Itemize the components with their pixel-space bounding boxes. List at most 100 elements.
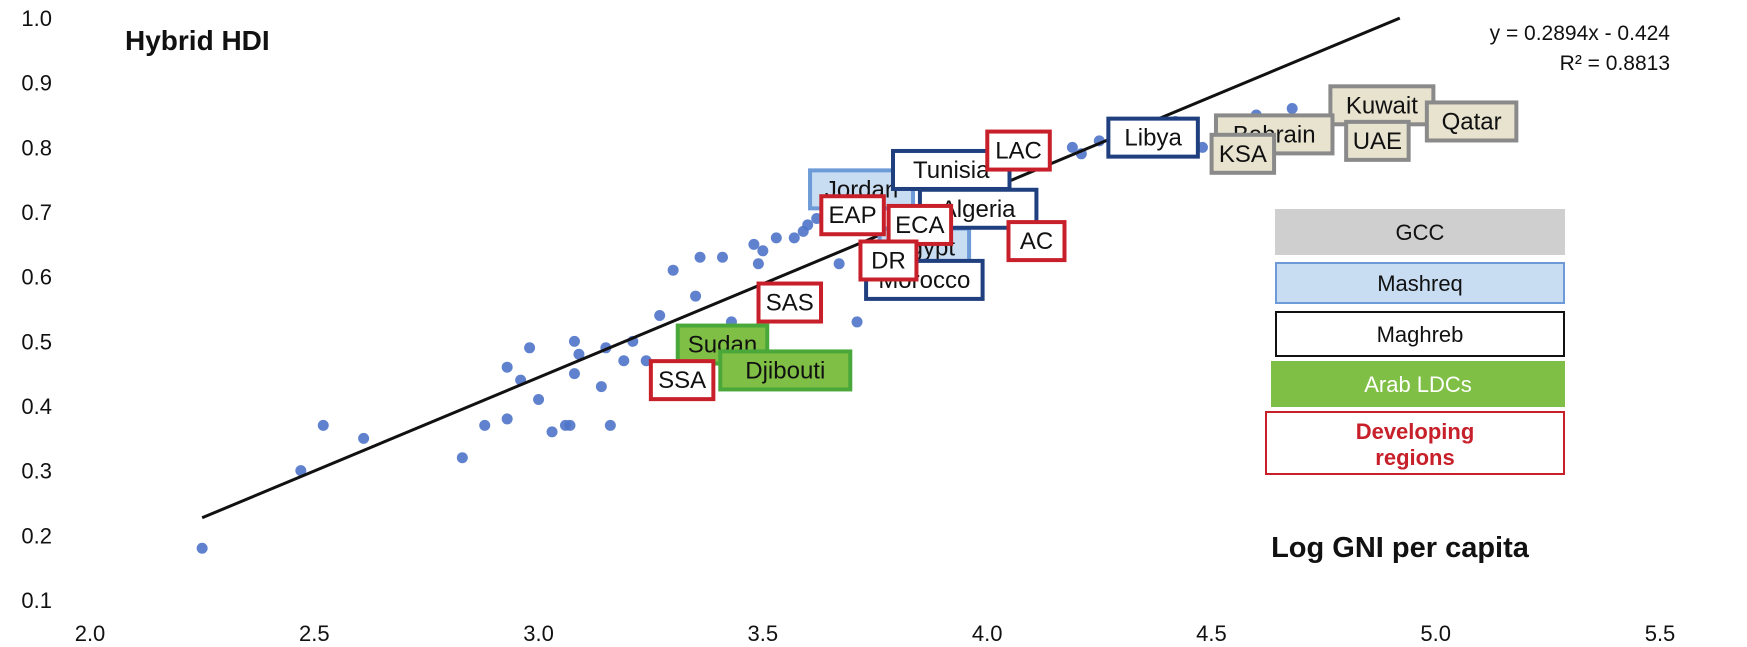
x-axis-ticks: 2.0 2.5 3.0 3.5 4.0 4.5 5.0 5.5	[75, 621, 1676, 646]
legend-label: Arab LDCs	[1364, 372, 1472, 397]
data-point	[1066, 141, 1078, 153]
data-point	[196, 542, 208, 554]
legend-item-maghreb: Maghreb	[1275, 311, 1565, 357]
label-text: EAP	[829, 202, 877, 229]
data-point	[716, 251, 728, 263]
data-point	[524, 342, 536, 354]
trendline-r-squared: R² = 0.8813	[1560, 52, 1670, 75]
label-lac: LAC	[985, 129, 1052, 172]
y-tick-label: 0.1	[21, 588, 52, 613]
data-point	[546, 426, 558, 438]
legend-label: Mashreq	[1377, 271, 1463, 296]
data-point	[456, 452, 468, 464]
data-point	[618, 355, 630, 367]
label-djibouti: Djibouti	[718, 349, 853, 392]
data-point	[501, 413, 513, 425]
label-uae: UAE	[1344, 119, 1411, 162]
data-point	[295, 465, 307, 477]
x-axis-label: Log GNI per capita	[1271, 532, 1530, 564]
data-point	[568, 368, 580, 380]
label-text: Djibouti	[745, 357, 825, 384]
data-point	[533, 394, 545, 406]
label-ssa: SSA	[648, 359, 716, 402]
data-point	[802, 219, 814, 231]
y-tick-label: 0.3	[21, 459, 52, 484]
x-tick-label: 5.5	[1645, 621, 1676, 646]
data-point	[573, 348, 585, 360]
y-tick-label: 0.7	[21, 200, 52, 225]
data-point	[752, 258, 764, 270]
label-text: AC	[1020, 228, 1053, 255]
data-point	[757, 245, 769, 257]
data-point	[317, 419, 329, 431]
data-point	[788, 232, 800, 244]
label-text: DR	[871, 248, 906, 275]
y-tick-label: 0.2	[21, 523, 52, 548]
data-point	[833, 258, 845, 270]
label-text: Kuwait	[1346, 92, 1418, 119]
data-point	[851, 316, 863, 328]
trendline	[201, 16, 1401, 520]
data-point	[595, 381, 607, 393]
y-tick-label: 0.6	[21, 265, 52, 290]
y-tick-label: 0.5	[21, 329, 52, 354]
data-point	[748, 238, 760, 250]
data-point	[479, 419, 491, 431]
x-tick-label: 4.0	[972, 621, 1003, 646]
x-tick-label: 3.5	[748, 621, 779, 646]
plot-area: KuwaitQatarBahrainUAEKSAJordanEgyptLibya…	[196, 16, 1519, 554]
legend-item-developing: Developing regions	[1265, 411, 1565, 475]
x-tick-label: 5.0	[1420, 621, 1451, 646]
label-text: Libya	[1124, 125, 1182, 152]
x-tick-label: 2.5	[299, 621, 330, 646]
label-dr: DR	[858, 239, 919, 282]
label-text: LAC	[995, 138, 1042, 165]
data-point	[667, 264, 679, 276]
label-eca: ECA	[886, 203, 954, 246]
label-libya: Libya	[1106, 116, 1200, 159]
trendline-equation: y = 0.2894x - 0.424	[1490, 22, 1671, 45]
data-point	[690, 290, 702, 302]
label-text: ECA	[895, 212, 944, 239]
label-sudan: Sudan	[675, 323, 770, 366]
legend-label: GCC	[1396, 220, 1445, 245]
label-text: Qatar	[1442, 108, 1502, 135]
legend-label: Maghreb	[1377, 322, 1464, 347]
data-point	[501, 361, 513, 373]
label-kuwait: Kuwait	[1328, 84, 1436, 127]
legend-item-arab_ldc: Arab LDCs	[1271, 361, 1565, 407]
label-sas: SAS	[756, 281, 824, 324]
label-ac: AC	[1006, 220, 1067, 263]
label-ksa: KSA	[1209, 132, 1277, 175]
data-point	[358, 432, 370, 444]
y-axis-ticks: 0.1 0.2 0.3 0.4 0.5 0.6 0.7 0.8 0.9 1.0	[21, 6, 52, 613]
data-point	[654, 309, 666, 321]
label-text: KSA	[1219, 141, 1267, 168]
label-text: UAE	[1353, 128, 1402, 155]
y-tick-label: 0.4	[21, 394, 52, 419]
y-tick-label: 0.8	[21, 135, 52, 160]
x-tick-label: 2.0	[75, 621, 106, 646]
label-text: Algeria	[941, 196, 1016, 223]
label-qatar: Qatar	[1424, 100, 1519, 143]
data-point	[568, 335, 580, 347]
x-tick-label: 3.0	[523, 621, 554, 646]
legend-item-mashreq: Mashreq	[1275, 262, 1565, 304]
data-point	[694, 251, 706, 263]
label-text: Tunisia	[913, 157, 990, 184]
y-tick-label: 0.9	[21, 71, 52, 96]
legend-item-gcc: GCC	[1275, 209, 1565, 255]
x-tick-label: 4.5	[1196, 621, 1227, 646]
data-point	[770, 232, 782, 244]
legend-label: Developing regions	[1356, 419, 1475, 470]
label-eap: EAP	[819, 194, 886, 237]
label-text: SSA	[658, 367, 706, 394]
data-point	[564, 419, 576, 431]
data-point	[604, 419, 616, 431]
data-point	[1286, 103, 1298, 115]
y-tick-label: 1.0	[21, 6, 52, 31]
chart-title: Hybrid HDI	[125, 25, 270, 56]
label-text: SAS	[766, 290, 814, 317]
legend: GCC Mashreq Maghreb Arab LDCs Developing regi…	[1265, 209, 1565, 475]
